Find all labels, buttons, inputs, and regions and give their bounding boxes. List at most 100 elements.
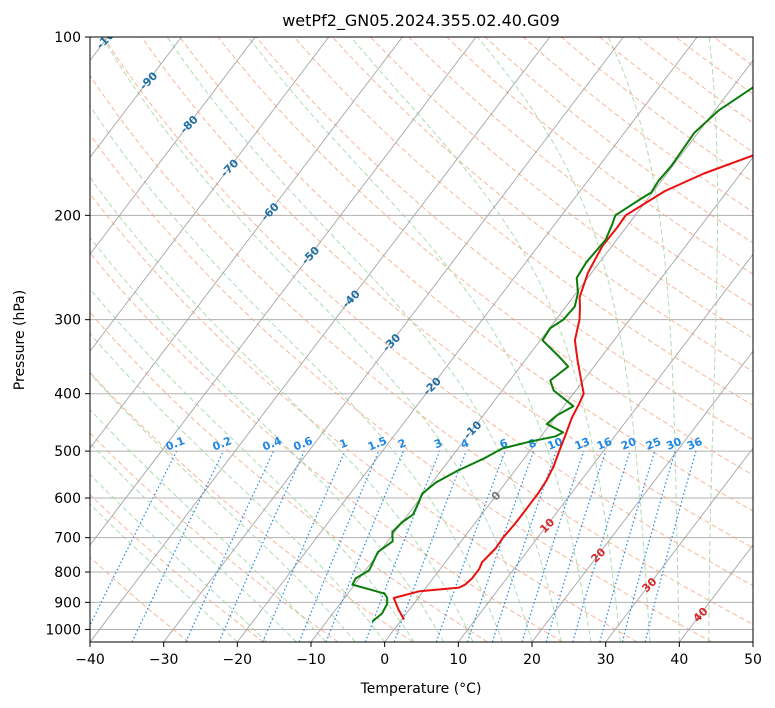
x-tick-label: 0 [380,652,389,668]
dry-adiabat [751,37,753,39]
isotherm-label: -20 [421,375,444,398]
mixing-ratio-label: 36 [685,435,704,453]
x-tick-label: 20 [523,652,541,668]
isotherm [90,37,330,353]
y-axis: 1000 900 800 700 600 500 400 300 200 100 [45,30,90,638]
temperature-profile-line [392,154,753,620]
mixing-ratio-line [545,450,607,642]
mixing-ratio-line [521,450,585,642]
isotherm [90,37,256,256]
isotherm [457,253,753,642]
dry-adiabat [484,37,753,244]
x-tick-label: 50 [744,652,762,668]
dry-adiabat [90,74,753,625]
dry-adiabat [90,193,638,642]
moist-adiabat [90,104,503,642]
moist-adiabat [90,503,238,642]
moist-adiabat [247,37,592,642]
mixing-ratio-label: 30 [664,435,683,453]
moist-adiabat [90,288,415,642]
mixing-ratio-label: 20 [619,435,638,453]
isotherm [90,37,182,159]
moist-adiabat [607,37,680,642]
mixing-ratio-label: 8 [526,436,538,451]
profile-series [351,86,753,623]
isotherm-label: 30 [639,575,659,595]
moist-adiabat [708,37,718,642]
y-axis-label: Pressure (hPa) [12,290,28,390]
mixing-ratio-line [599,450,656,642]
moist-adiabat [90,176,474,642]
isotherm [384,156,753,642]
moist-adiabat [90,473,268,642]
mixing-ratio-line [325,450,404,642]
dry-adiabat [255,37,753,441]
moist-adiabat [90,236,445,642]
dry-adiabat [90,371,414,642]
dry-adiabat [90,133,712,642]
isotherm-label: -80 [178,113,201,136]
moist-adiabat [90,372,356,642]
plot-frame [89,36,754,643]
dry-adiabat [408,37,753,307]
mixing-ratio-label: 25 [644,435,663,453]
mixing-ratio-label: 1 [338,436,350,451]
mixing-ratio-line [393,450,467,642]
dry-adiabat [637,37,753,124]
mixing-ratio-label: 3 [432,436,444,451]
isotherm [90,37,551,642]
dry-adiabat [293,37,753,406]
moist-adiabat [90,408,327,642]
isotherm [236,37,698,642]
moist-adiabat [350,37,621,642]
dry-adiabat [446,37,753,275]
x-tick-label: −40 [75,652,105,668]
x-tick-label: −30 [149,652,179,668]
dry-adiabat [560,37,753,183]
mixing-ratio-line [364,450,441,642]
dry-adiabat [370,37,753,340]
x-tick-label: 30 [597,652,615,668]
mixing-ratio-line [644,450,697,642]
mixing-ratio-line [435,450,506,642]
mixing-ratio-line [131,450,225,642]
moist-adiabat [166,37,562,642]
dry-adiabat [713,37,753,67]
isotherm [678,544,753,642]
dry-adiabat [90,252,563,642]
y-tick-label: 700 [54,531,81,547]
dry-adiabat [90,556,190,642]
dry-adiabat [522,37,753,213]
isotherm-label: -60 [259,200,282,223]
moist-adiabat [90,442,297,642]
mixing-ratio-line [298,450,380,642]
x-tick-label: 10 [449,652,467,668]
dry-adiabat [179,37,753,512]
isotherm [752,641,753,642]
isotherm [163,37,624,642]
mixing-ratio-label: 2 [396,436,408,451]
y-tick-label: 200 [54,208,81,224]
x-tick-label: −20 [223,652,253,668]
isotherm [531,350,753,642]
isotherm [310,59,753,642]
isotherm-label: 20 [588,545,608,565]
mixing-ratio-line [491,450,557,642]
isotherm-label: 40 [691,605,711,625]
mixing-ratio-label: 16 [595,435,614,453]
mixing-ratio-line [218,450,305,642]
y-tick-label: 100 [54,30,81,46]
dewpoint-profile-line [351,86,753,623]
dry-adiabat [90,311,488,642]
isotherm [90,37,477,546]
y-tick-label: 600 [54,491,81,507]
moist-adiabat [477,37,651,642]
dry-adiabat [103,37,753,587]
isotherm-label: -30 [380,331,403,354]
mixing-ratio-line [90,450,178,627]
mixing-ratio-line [185,450,275,642]
dry-adiabat [332,37,753,373]
dry-adiabat [141,37,753,549]
isopleth-labels: 0.1 0.2 0.4 0.6 1 1.5 2 3 4 6 8 10 13 16 20 25 30 36-100-… [94,37,711,625]
